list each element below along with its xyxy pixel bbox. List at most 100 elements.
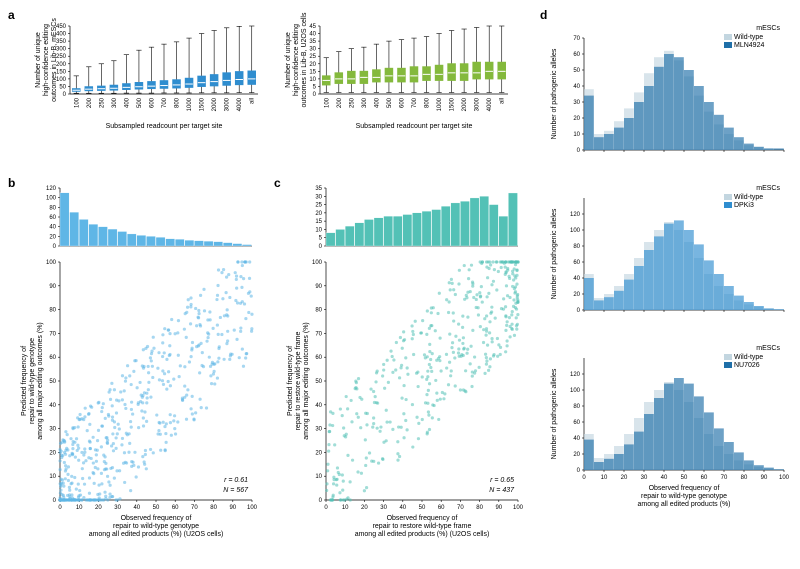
svg-text:MLN4924: MLN4924	[734, 42, 764, 49]
svg-text:0: 0	[319, 498, 323, 504]
svg-text:1000: 1000	[437, 97, 443, 111]
svg-text:90: 90	[315, 283, 322, 289]
svg-text:20: 20	[573, 116, 580, 122]
svg-text:45: 45	[309, 24, 316, 30]
svg-text:70: 70	[315, 331, 322, 337]
svg-text:30: 30	[49, 426, 56, 432]
svg-text:Number of pathogenic alleles: Number of pathogenic alleles	[551, 208, 558, 299]
svg-text:20: 20	[621, 475, 628, 481]
svg-text:1000: 1000	[187, 97, 193, 111]
svg-text:35: 35	[309, 39, 316, 45]
svg-text:20: 20	[95, 505, 102, 511]
svg-text:200: 200	[87, 97, 93, 108]
panel-d: d 010203040506070mESCsWild-typeMLN4924Nu…	[544, 12, 794, 557]
panel-c: c 05101520253035001010202030304040505060…	[278, 180, 528, 558]
svg-text:100: 100	[74, 97, 80, 108]
svg-text:35: 35	[315, 186, 322, 192]
svg-text:60: 60	[573, 52, 580, 58]
svg-text:Number of uniquehigh-confidenc: Number of uniquehigh-confidence editingo…	[285, 12, 308, 107]
svg-text:10: 10	[315, 474, 322, 480]
svg-text:3000: 3000	[475, 97, 481, 111]
svg-text:80: 80	[573, 244, 580, 250]
svg-text:100: 100	[46, 195, 57, 201]
svg-text:400: 400	[374, 97, 380, 108]
svg-text:40: 40	[573, 276, 580, 282]
svg-text:r = 0.61: r = 0.61	[224, 477, 248, 484]
svg-text:3000: 3000	[225, 97, 231, 111]
boxplots-svg: 0501001502002503003504004501002002503004…	[12, 12, 512, 162]
svg-text:80: 80	[49, 307, 56, 313]
svg-text:40: 40	[573, 84, 580, 90]
svg-text:30: 30	[573, 100, 580, 106]
svg-text:60: 60	[315, 355, 322, 361]
svg-text:500: 500	[387, 97, 393, 108]
svg-text:0: 0	[313, 92, 317, 98]
svg-text:0: 0	[63, 92, 67, 98]
svg-text:30: 30	[641, 475, 648, 481]
svg-text:Subsampled readcount per targe: Subsampled readcount per target site	[356, 123, 473, 130]
svg-text:90: 90	[761, 475, 768, 481]
svg-text:NU7026: NU7026	[734, 362, 760, 369]
svg-text:10: 10	[601, 475, 608, 481]
svg-text:Observed frequency ofrepair to: Observed frequency ofrepair to restore w…	[355, 515, 490, 538]
svg-text:250: 250	[99, 97, 105, 108]
svg-text:40: 40	[573, 436, 580, 442]
svg-text:Number of pathogenic alleles: Number of pathogenic alleles	[551, 48, 558, 139]
svg-text:50: 50	[681, 475, 688, 481]
svg-text:80: 80	[49, 205, 56, 211]
svg-text:Wild-type: Wild-type	[734, 194, 763, 201]
svg-text:Predicted frequency ofrepair t: Predicted frequency ofrepair to wild-typ…	[21, 322, 44, 440]
svg-text:90: 90	[229, 505, 236, 511]
svg-text:50: 50	[419, 505, 426, 511]
svg-text:10: 10	[315, 227, 322, 233]
svg-text:20: 20	[573, 452, 580, 458]
svg-text:0: 0	[577, 308, 581, 314]
svg-text:Subsampled readcount per targe: Subsampled readcount per target site	[106, 123, 223, 130]
svg-text:30: 30	[315, 426, 322, 432]
svg-text:Observed frequency ofrepair to: Observed frequency ofrepair to wild-type…	[638, 485, 731, 508]
svg-text:60: 60	[701, 475, 708, 481]
svg-text:all: all	[250, 98, 256, 104]
figure: a 05010015020025030035040045010020025030…	[12, 12, 788, 557]
panel-label-c: c	[274, 176, 281, 190]
svg-text:30: 30	[309, 47, 316, 53]
svg-text:Number of pathogenic alleles: Number of pathogenic alleles	[551, 368, 558, 459]
svg-text:20: 20	[315, 210, 322, 216]
svg-text:15: 15	[315, 219, 322, 225]
svg-text:10: 10	[49, 474, 56, 480]
svg-text:100: 100	[46, 260, 57, 266]
svg-text:100: 100	[779, 475, 790, 481]
svg-text:20: 20	[361, 505, 368, 511]
svg-text:600: 600	[399, 97, 405, 108]
svg-text:90: 90	[49, 283, 56, 289]
svg-text:10: 10	[76, 505, 83, 511]
svg-text:0: 0	[58, 505, 62, 511]
svg-text:Predicted frequency ofrepair t: Predicted frequency ofrepair to restore …	[287, 322, 310, 440]
svg-text:30: 30	[114, 505, 121, 511]
svg-text:all: all	[500, 98, 506, 104]
svg-text:40: 40	[661, 475, 668, 481]
svg-text:Wild-type: Wild-type	[734, 34, 763, 41]
svg-text:60: 60	[172, 505, 179, 511]
svg-text:15: 15	[309, 69, 316, 75]
svg-text:25: 25	[309, 54, 316, 60]
svg-text:100: 100	[513, 505, 524, 511]
svg-text:100: 100	[312, 260, 323, 266]
panel-label-a: a	[8, 8, 15, 22]
svg-text:10: 10	[309, 77, 316, 83]
svg-text:4000: 4000	[237, 97, 243, 111]
svg-text:Observed frequency ofrepair to: Observed frequency ofrepair to wild-type…	[89, 515, 224, 538]
svg-text:30: 30	[380, 505, 387, 511]
svg-text:5: 5	[319, 235, 323, 241]
svg-text:70: 70	[49, 331, 56, 337]
svg-text:600: 600	[149, 97, 155, 108]
svg-text:2000: 2000	[462, 97, 468, 111]
svg-text:100: 100	[247, 505, 258, 511]
svg-text:20: 20	[315, 450, 322, 456]
svg-text:80: 80	[573, 404, 580, 410]
svg-text:250: 250	[349, 97, 355, 108]
svg-text:10: 10	[342, 505, 349, 511]
svg-text:120: 120	[570, 212, 581, 218]
svg-text:N = 437: N = 437	[489, 487, 515, 494]
svg-text:0: 0	[577, 468, 581, 474]
